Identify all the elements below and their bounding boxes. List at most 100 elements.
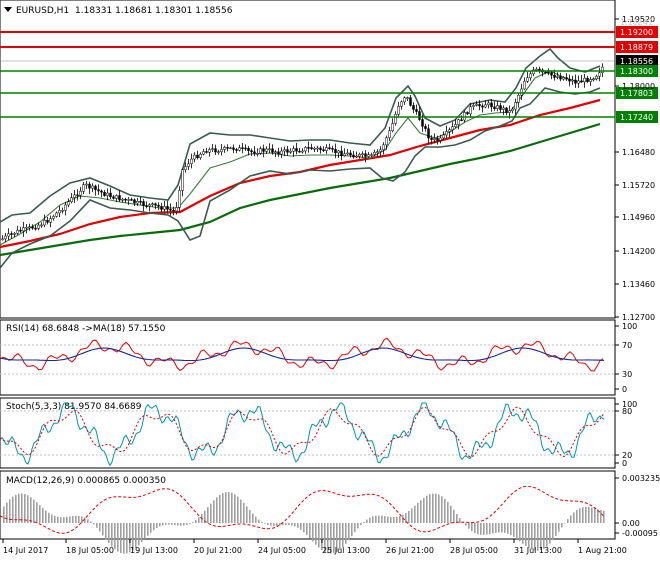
macd-histogram-bar xyxy=(48,512,50,523)
macd-histogram-bar xyxy=(540,523,542,551)
macd-histogram-bar xyxy=(582,507,584,523)
rsi-pane[interactable]: RSI(14) 68.6848 ->MA(18) 57.1550 100 70 30… xyxy=(0,319,637,396)
resistance-price-tag-label: 1.18879 xyxy=(620,43,653,52)
support-price-tag xyxy=(616,65,658,77)
macd-histogram-bar xyxy=(336,523,338,552)
macd-histogram-bar xyxy=(210,503,212,523)
price-candles xyxy=(1,63,604,243)
macd-histogram-bar xyxy=(69,516,71,523)
candle-body xyxy=(58,210,61,214)
dropdown-triangle-icon[interactable] xyxy=(4,7,12,12)
macd-histogram-bar xyxy=(285,523,287,525)
macd-histogram-bar xyxy=(234,494,236,523)
candle-body xyxy=(157,205,160,207)
candle-body xyxy=(583,77,586,83)
candle-body xyxy=(358,154,361,157)
candle-body xyxy=(73,194,76,198)
candle-body xyxy=(211,148,214,150)
candle-body xyxy=(568,78,571,82)
candle-body xyxy=(220,149,223,152)
candle-body xyxy=(361,153,364,155)
candle-body xyxy=(538,68,541,71)
macd-histogram-bar xyxy=(519,523,521,542)
macd-histogram-bar xyxy=(186,523,188,525)
macd-histogram-bar xyxy=(381,515,383,523)
candle-body xyxy=(280,150,283,155)
candle-body xyxy=(244,147,247,150)
rsi-axis: 100 70 30 0 xyxy=(615,322,637,394)
candle-body xyxy=(286,149,289,153)
macd-histogram-bar xyxy=(378,515,380,523)
rsi-axis-label: 70 xyxy=(622,341,632,350)
macd-histogram-bar xyxy=(423,497,425,523)
candle-body xyxy=(193,154,196,160)
rsi-axis-label: 0 xyxy=(622,385,627,394)
candle-body xyxy=(61,210,64,212)
resistance-price-tag xyxy=(616,26,658,38)
candle-body xyxy=(268,148,271,151)
macd-histogram-bar xyxy=(495,523,497,533)
bollinger-lower-band xyxy=(0,87,601,269)
candle-body xyxy=(322,149,325,151)
candle-body xyxy=(424,126,427,129)
price-tick-label: 1.18000 xyxy=(622,82,655,91)
macd-histogram-bar xyxy=(369,517,371,523)
macd-histogram-bar xyxy=(366,519,368,523)
candle-body xyxy=(238,147,241,151)
candle-body xyxy=(109,192,112,198)
candle-body xyxy=(400,101,403,107)
macd-histogram-bar xyxy=(411,508,413,523)
candle-body xyxy=(163,206,166,210)
candle-body xyxy=(232,147,235,150)
candle-body xyxy=(556,76,559,78)
candle-body xyxy=(478,104,481,107)
macd-axis-label: 0.00 xyxy=(622,519,640,528)
candle-body xyxy=(430,137,433,140)
candle-body xyxy=(520,88,523,96)
time-axis-label: 28 Jul 05:00 xyxy=(450,546,498,555)
macd-histogram-bar xyxy=(99,523,101,532)
macd-axis-label: -0.00095 xyxy=(622,529,658,538)
macd-histogram-bar xyxy=(393,516,395,523)
candle-body xyxy=(175,207,178,212)
macd-histogram-bar xyxy=(357,523,359,529)
candle-body xyxy=(382,144,385,151)
macd-histogram-bar xyxy=(243,502,245,523)
resistance-price-tag-label: 1.19200 xyxy=(620,28,653,37)
rsi-axis-label: 30 xyxy=(622,370,632,379)
candle-body xyxy=(283,149,286,152)
candle-body xyxy=(94,185,97,190)
candle-body xyxy=(181,169,184,191)
macd-histogram-bar xyxy=(312,523,314,542)
macd-histogram-bar xyxy=(36,502,38,523)
macd-histogram-bar xyxy=(297,523,299,528)
macd-histogram-bar xyxy=(24,493,26,523)
candle-body xyxy=(454,124,457,127)
macd-histogram-bar xyxy=(144,523,146,539)
candle-body xyxy=(319,147,322,150)
candle-body xyxy=(133,199,136,204)
candle-body xyxy=(49,218,52,223)
macd-histogram-bar xyxy=(588,506,590,523)
candle-body xyxy=(55,212,58,217)
macd-histogram-bar xyxy=(360,523,362,526)
macd-pane[interactable]: MACD(12,26,9) 0.000865 0.000350 0.003235… xyxy=(0,470,660,554)
candle-body xyxy=(190,158,193,165)
candle-body xyxy=(523,81,526,90)
macd-histogram-bar xyxy=(156,523,158,529)
candle-body xyxy=(112,196,115,199)
macd-histogram-bar xyxy=(270,523,272,526)
candle-body xyxy=(172,209,175,212)
main-price-pane[interactable]: EURUSD,H1 1.18331 1.18681 1.18301 1.1855… xyxy=(0,0,658,322)
candle-body xyxy=(517,95,520,103)
macd-histogram-bar xyxy=(315,523,317,545)
candle-body xyxy=(145,205,148,207)
macd-histogram-bar xyxy=(486,523,488,535)
macd-histogram-bar xyxy=(75,515,77,523)
candle-body xyxy=(184,166,187,170)
price-tick-label: 1.14960 xyxy=(622,213,655,222)
candle-body xyxy=(154,203,157,206)
